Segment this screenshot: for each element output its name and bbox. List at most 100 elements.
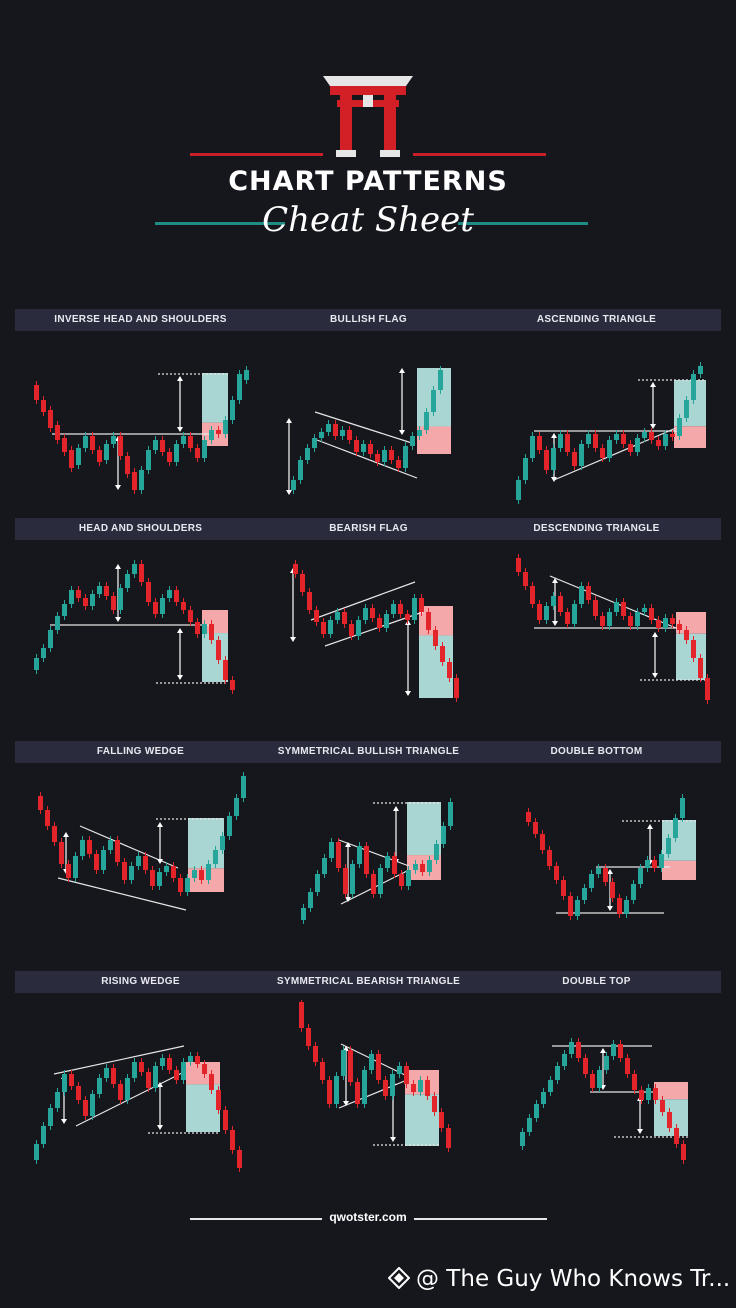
candle-body <box>673 818 678 838</box>
pattern-svg <box>516 554 710 704</box>
footer-divider <box>190 1218 322 1220</box>
candle-body <box>118 436 123 456</box>
pattern-label: BEARISH FLAG <box>329 523 408 534</box>
candle-body <box>313 1046 318 1062</box>
candle-body <box>628 616 633 626</box>
candle-body <box>631 884 636 900</box>
candle-body <box>90 594 95 606</box>
candle-body <box>621 602 626 616</box>
candle-body <box>97 1078 102 1094</box>
candle-body <box>349 624 354 636</box>
candle-body <box>139 470 144 490</box>
candle-body <box>87 840 92 854</box>
candle-body <box>38 796 43 810</box>
candle-body <box>677 418 682 436</box>
candle-body <box>555 1066 560 1080</box>
candle-body <box>181 436 186 444</box>
candle-body <box>618 1044 623 1058</box>
candle-body <box>132 472 137 490</box>
candle-body <box>164 866 169 872</box>
candle-body <box>561 880 566 896</box>
candle-body <box>299 1002 304 1028</box>
candle-body <box>596 868 601 874</box>
arrow-head <box>286 418 292 423</box>
candle-body <box>614 434 619 440</box>
page-title: CHART PATTERNS <box>228 166 508 197</box>
arrow-head <box>552 578 558 583</box>
candle-body <box>80 840 85 856</box>
section-band: FALLING WEDGE SYMMETRICAL BULLISH TRIANG… <box>15 741 721 763</box>
candle-body <box>645 860 650 868</box>
pattern-label: HEAD AND SHOULDERS <box>78 523 203 534</box>
candle-body <box>583 1058 588 1074</box>
arrow-head <box>552 621 558 626</box>
candle-body <box>530 586 535 604</box>
candle-body <box>659 854 664 868</box>
arrow-head <box>177 427 183 432</box>
candle-body <box>551 448 556 470</box>
candle-body <box>607 612 612 626</box>
candle-body <box>425 1080 430 1096</box>
candle-body <box>576 1042 581 1058</box>
candle-body <box>97 450 102 462</box>
pattern-diagram-inverse-head-and-shoulders <box>20 340 255 530</box>
candle-body <box>691 640 696 658</box>
target-zone <box>202 610 228 634</box>
candle-body <box>579 444 584 466</box>
arrow-head <box>157 859 163 864</box>
candle-body <box>300 574 305 592</box>
candle-body <box>426 612 431 630</box>
arrow-head <box>600 1048 606 1053</box>
candle-body <box>312 438 317 448</box>
candle-body <box>62 604 67 616</box>
candle-body <box>624 900 629 914</box>
candle-body <box>181 1062 186 1080</box>
pattern-svg <box>286 366 451 495</box>
candle-body <box>600 616 605 626</box>
candle-body <box>199 870 204 880</box>
candle-body <box>354 440 359 452</box>
watermark-text: @ The Guy Who Knows Tr... <box>416 1266 731 1292</box>
candle-body <box>604 1056 609 1070</box>
candle-body <box>55 425 60 440</box>
candle-body <box>370 608 375 618</box>
arrow-head <box>157 1125 163 1130</box>
candle-body <box>66 864 71 878</box>
candle-body <box>209 1074 214 1090</box>
candle-body <box>534 1104 539 1118</box>
candle-body <box>593 600 598 616</box>
candle-body <box>582 888 587 900</box>
arrow-head <box>343 1046 349 1051</box>
candle-body <box>160 598 165 614</box>
arrow-head <box>405 691 411 696</box>
candle-body <box>663 434 668 446</box>
candle-body <box>167 452 172 462</box>
candle-body <box>209 624 214 640</box>
candle-body <box>320 1062 325 1080</box>
candle-body <box>306 1028 311 1046</box>
candle-body <box>223 420 228 434</box>
candle-body <box>392 856 397 874</box>
candle-body <box>541 1092 546 1104</box>
candle-body <box>533 822 538 834</box>
candle-body <box>663 618 668 628</box>
flag-upper <box>310 581 416 621</box>
candle-body <box>185 878 190 892</box>
candle-body <box>670 434 675 437</box>
candle-body <box>343 868 348 894</box>
pattern-diagram-head-and-shoulders <box>20 550 255 740</box>
candle-body <box>125 456 130 474</box>
candle-body <box>625 1058 630 1074</box>
candle-body <box>439 1112 444 1128</box>
candle-body <box>537 436 542 450</box>
candle-body <box>385 856 390 868</box>
candle-body <box>364 846 369 874</box>
pattern-svg <box>516 362 706 504</box>
candle-body <box>342 612 347 624</box>
candle-body <box>684 630 689 640</box>
candle-body <box>188 1056 193 1062</box>
candle-body <box>554 866 559 880</box>
candle-body <box>680 798 685 818</box>
candle-body <box>681 1144 686 1160</box>
candle-body <box>418 1080 423 1092</box>
